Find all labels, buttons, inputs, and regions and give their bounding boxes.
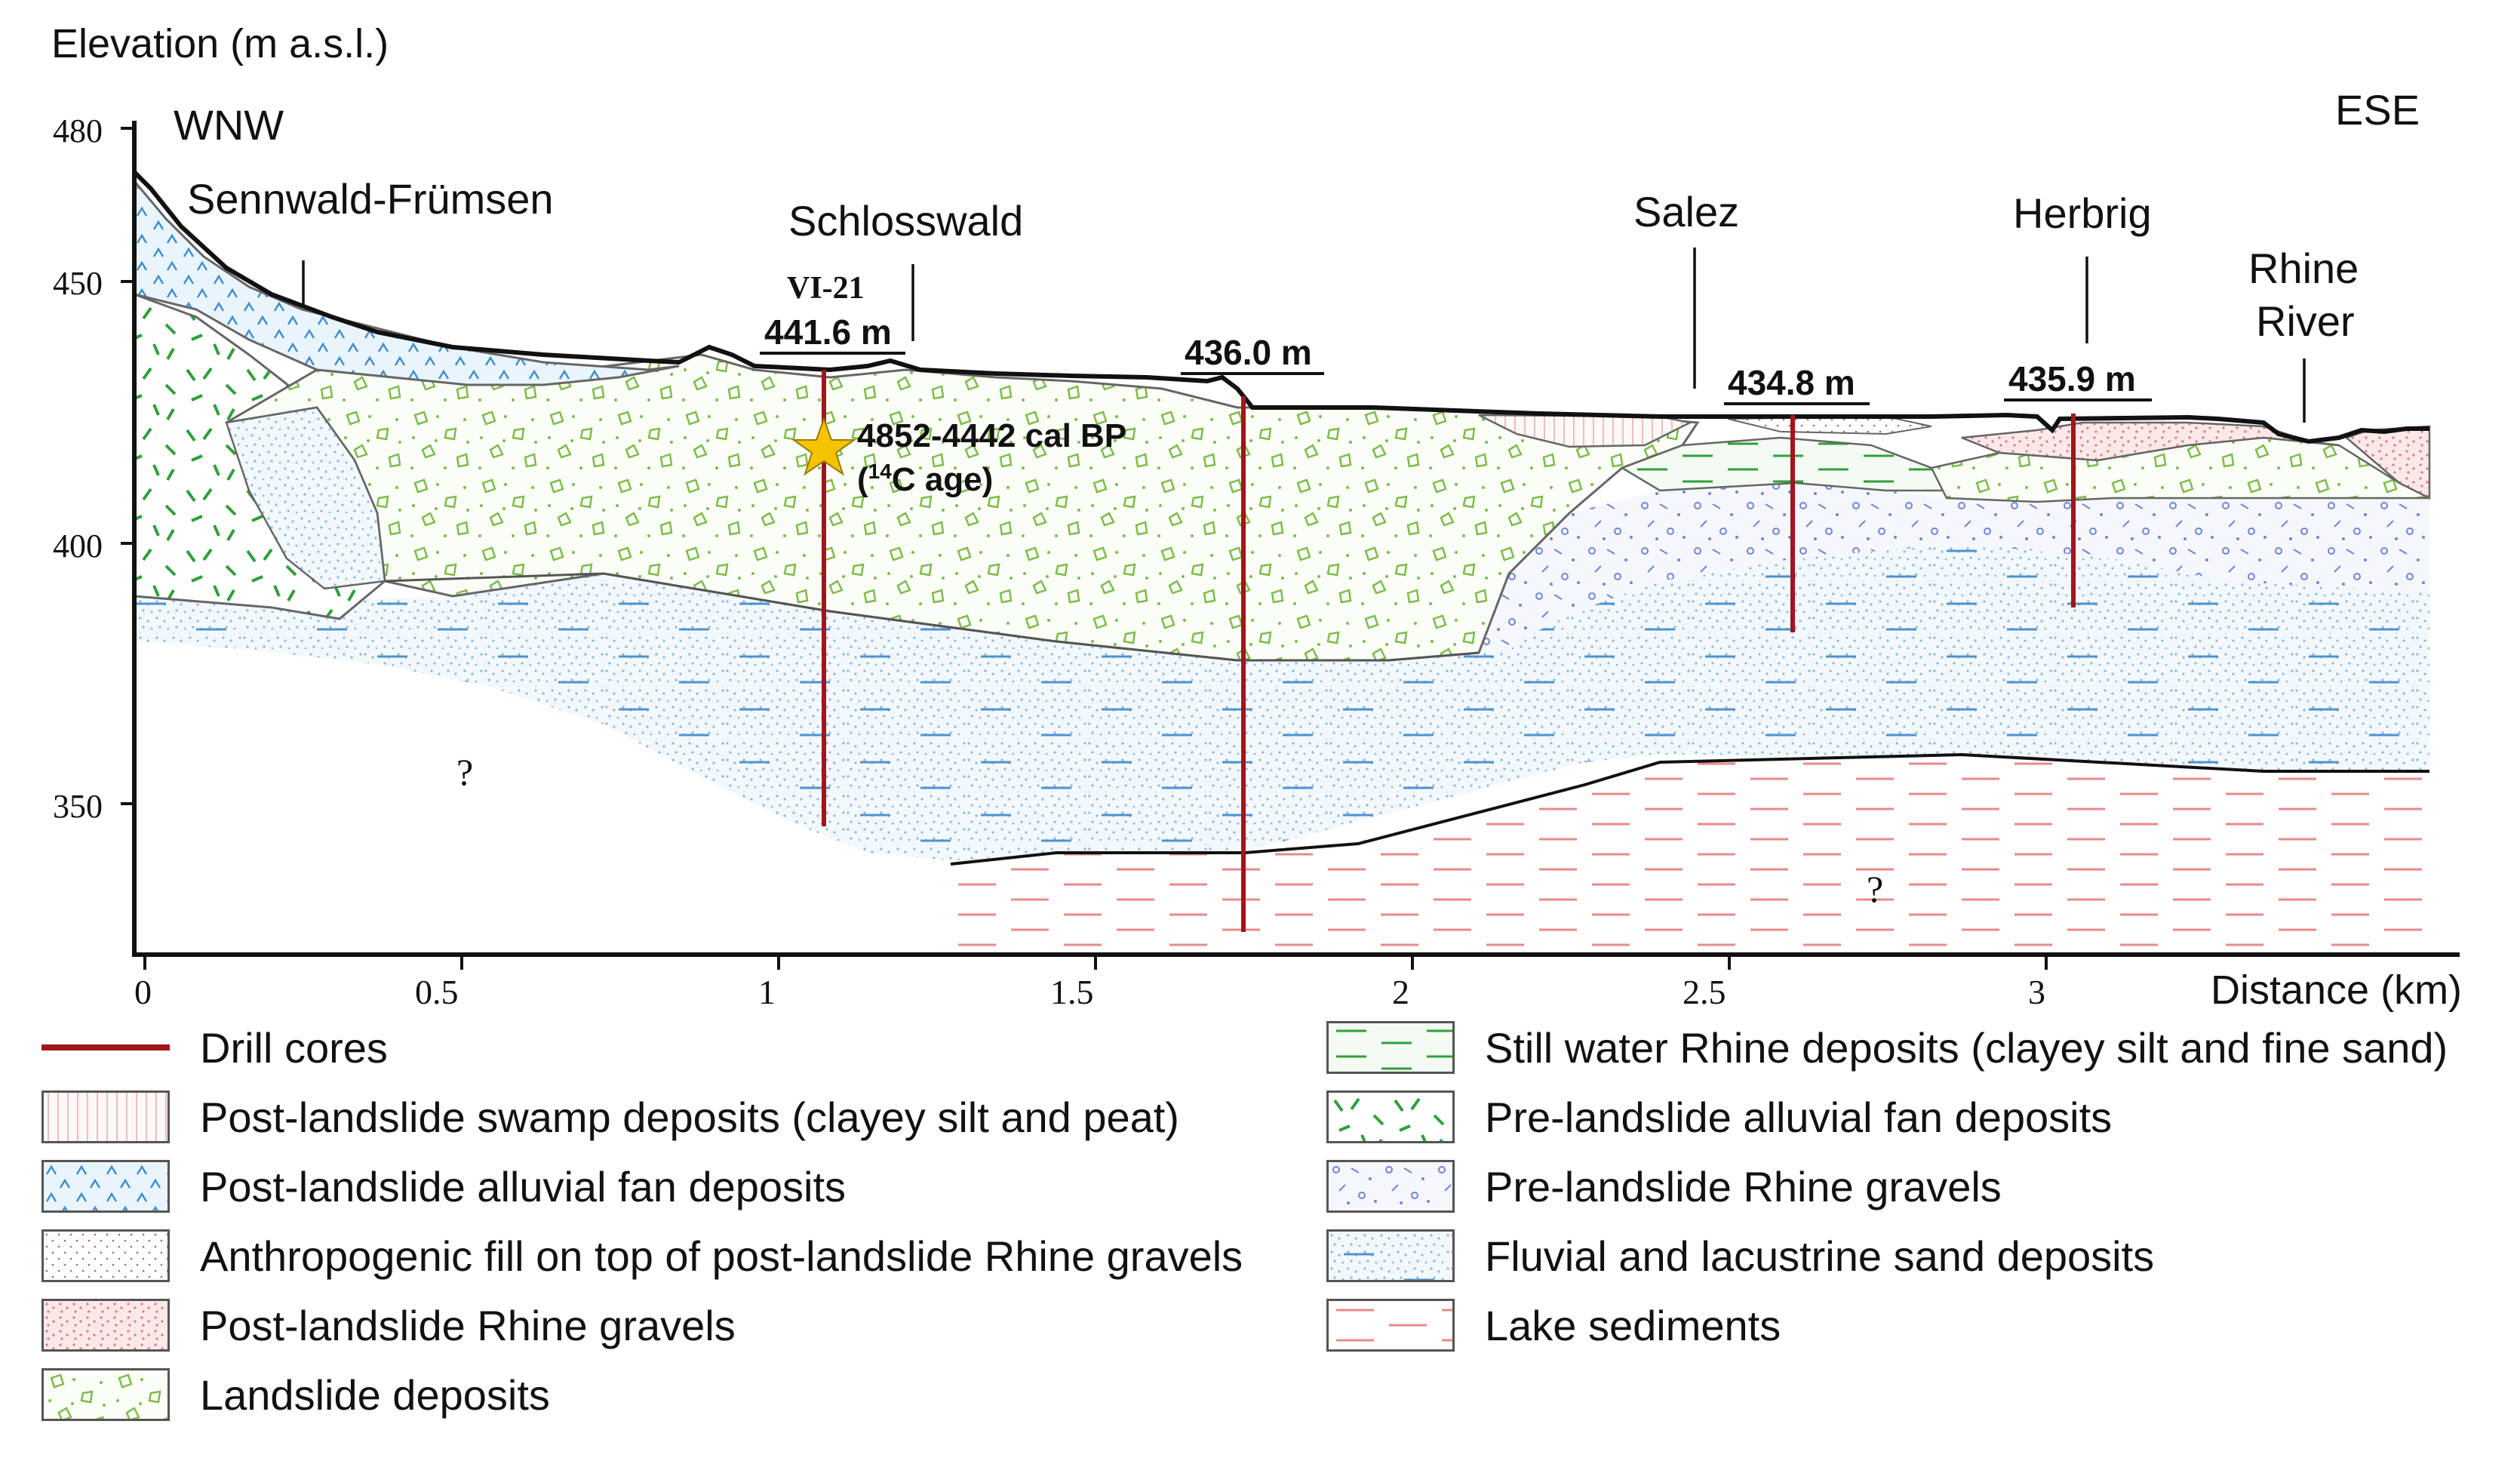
x-axis-title: Distance (km)	[2211, 967, 2462, 1013]
core-id-vi21: VI-21	[787, 271, 865, 306]
age-label-line1: 4852-4442 cal BP	[857, 417, 1126, 454]
x-tick-2.5: 2.5	[1683, 973, 1726, 1011]
x-axis-ticks: 0 0.5 1 1.5 2 2.5 3	[134, 955, 2048, 1011]
x-tick-1: 1	[758, 973, 776, 1011]
unit-fluvial-sand	[134, 543, 2429, 860]
ground-surface	[132, 170, 2429, 444]
y-tick-450: 450	[53, 265, 103, 302]
boundary-landslide-base	[384, 572, 1480, 662]
label-schlosswald: Schlosswald	[788, 197, 1023, 245]
x-tick-1.5: 1.5	[1050, 973, 1094, 1011]
unit-prelandslide-rhine-gravels	[1479, 483, 2429, 653]
unit-lake-sediments	[951, 753, 2429, 951]
x-tick-0: 0	[134, 973, 152, 1011]
boundary-lake-top	[950, 752, 2429, 866]
unknown-mark-left: ?	[456, 751, 473, 793]
label-sennwald-fruemsen: Sennwald-Frümsen	[187, 175, 554, 223]
unit-postlandslide-alluvial-fan	[133, 177, 680, 386]
label-river: River	[2256, 297, 2355, 345]
age-label-line2: (14C age)	[857, 460, 993, 498]
y-tick-400: 400	[53, 528, 103, 564]
y-tick-480: 480	[53, 112, 103, 149]
core-elevation-3: 434.8 m	[1728, 363, 1855, 402]
direction-wnw: WNW	[174, 101, 284, 149]
label-rhine: Rhine	[2248, 245, 2359, 292]
y-axis-ticks: 480 450 400 350	[53, 112, 134, 825]
direction-ese: ESE	[2335, 86, 2420, 134]
core-elevation-4: 435.9 m	[2008, 359, 2136, 398]
unknown-mark-right: ?	[1867, 868, 1883, 910]
unit-landslide-deposits	[226, 353, 1700, 662]
x-tick-3: 3	[2028, 973, 2045, 1011]
y-axis-title: Elevation (m a.s.l.)	[51, 21, 389, 66]
unit-anthropogenic-fill	[1727, 415, 1932, 435]
y-tick-350: 350	[53, 788, 103, 825]
core-elevation-1: 441.6 m	[764, 312, 892, 352]
core-elevation-2: 436.0 m	[1185, 333, 1312, 372]
label-herbrig: Herbrig	[2013, 189, 2152, 237]
label-salez: Salez	[1633, 188, 1739, 235]
radiocarbon-sample-star-icon	[791, 417, 857, 476]
x-tick-0.5: 0.5	[415, 973, 459, 1011]
x-tick-2: 2	[1392, 973, 1409, 1011]
